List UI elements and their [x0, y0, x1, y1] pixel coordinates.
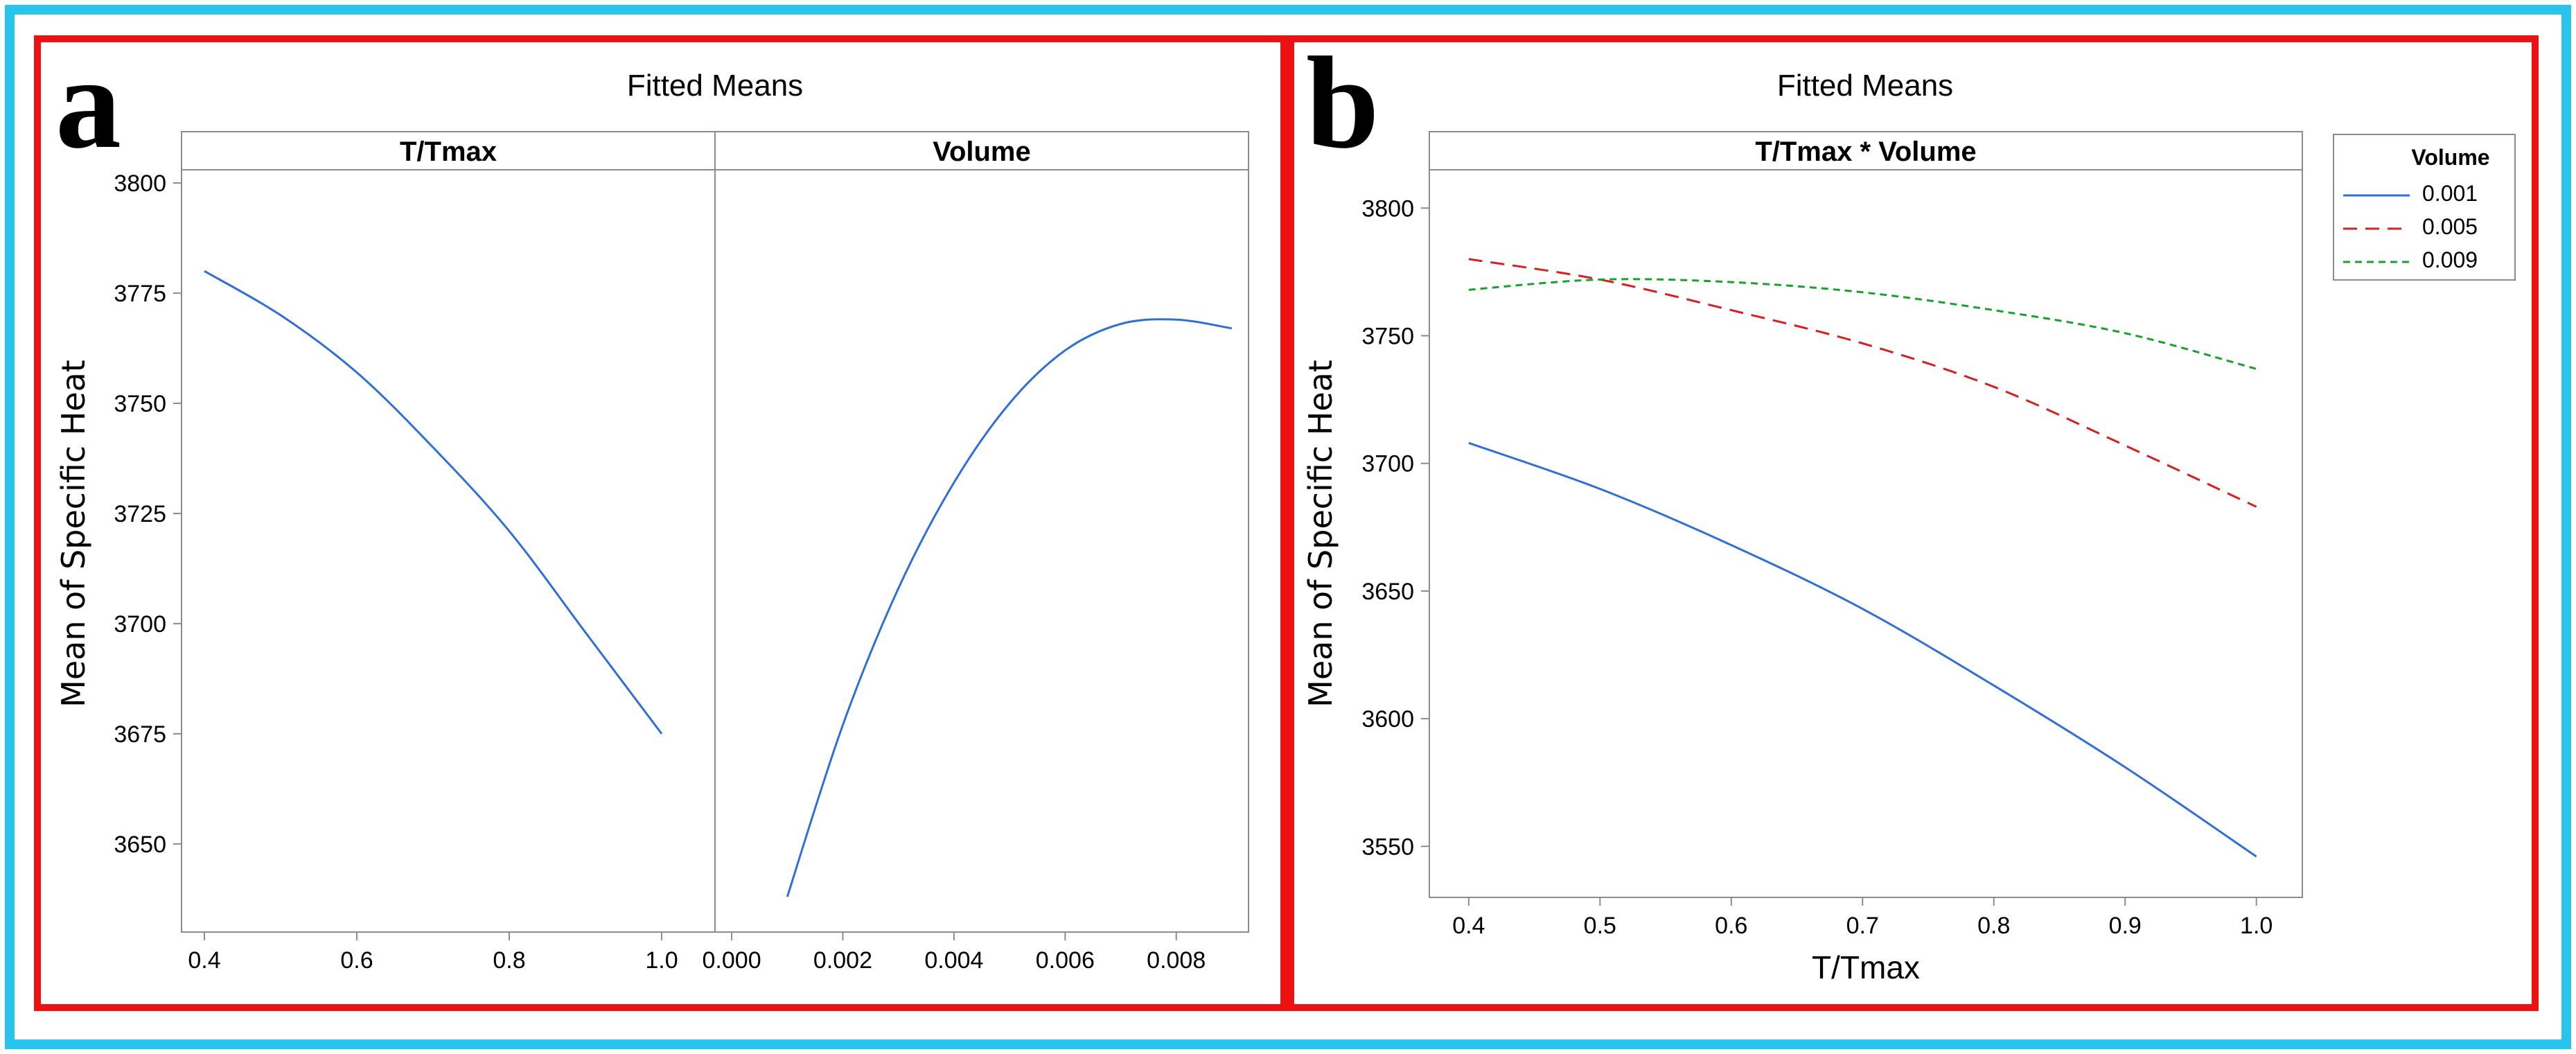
panel-a-ttmax-xtick-label-0.6: 0.6: [340, 947, 373, 974]
panel-b-xtick-label-1.0: 1.0: [2240, 913, 2273, 939]
legend: Volume 0.001 0.005 0.009: [2333, 134, 2516, 281]
panel-a-y-axis: 3650 3675 3700 3725 3750 3775 3800: [114, 170, 182, 858]
panel-a-ytick-label-3650: 3650: [114, 832, 166, 858]
panel-a-ytick-label-3725: 3725: [114, 501, 166, 527]
panel-b-border: [1287, 35, 2539, 1011]
panel-b-ytick-label-3750: 3750: [1361, 323, 1414, 349]
panel-a-ttmax-xtick-label-0.8: 0.8: [493, 947, 525, 974]
panel-a-volume-xtick-label-0.004: 0.004: [924, 947, 983, 974]
panel-a-lines: [204, 270, 1233, 897]
panel-a-ytick-label-3700: 3700: [114, 611, 166, 638]
panel-b-xtick-label-0.9: 0.9: [2109, 913, 2142, 939]
legend-title: Volume: [2411, 145, 2489, 170]
panel-b-xtick-label-0.4: 0.4: [1452, 913, 1485, 939]
panel-a-letter: a: [55, 30, 121, 176]
panel-a-y-axis-label: Mean of Specific Heat: [55, 360, 92, 708]
panel-a-line-volume: [786, 318, 1233, 897]
panel-b-ytick-label-3700: 3700: [1361, 451, 1414, 477]
panel-a-volume-xtick-label-0.002: 0.002: [813, 947, 872, 974]
panel-b-ytick-label-3550: 3550: [1361, 834, 1414, 860]
panel-a-volume-xtick-label-0.000: 0.000: [703, 947, 761, 974]
panel-b-line-volume-0.009: [1468, 278, 2257, 370]
panel-a-ytick-label-3675: 3675: [114, 721, 166, 748]
panel-b-x-axis: 0.4 0.5 0.6 0.7 0.8 0.9 1.0: [1452, 897, 2273, 939]
legend-label-0001: 0.001: [2422, 181, 2478, 206]
panel-b-ytick-label-3600: 3600: [1361, 706, 1414, 732]
panel-a-ytick-label-3750: 3750: [114, 391, 166, 417]
panel-b-line-volume-0.001: [1468, 441, 2257, 858]
panel-b-line-volume-0.005: [1468, 258, 2257, 508]
facet-strip-interaction: T/Tmax * Volume: [1755, 137, 1976, 167]
panel-a-x-axis-volume: 0.000 0.002 0.004 0.006 0.008: [703, 932, 1206, 974]
panel-a-title: Fitted Means: [627, 69, 803, 103]
panel-b-xtick-label-0.6: 0.6: [1715, 913, 1747, 939]
legend-label-0005: 0.005: [2422, 214, 2478, 239]
panel-a-volume-xtick-label-0.006: 0.006: [1036, 947, 1095, 974]
panel-a-line-ttmax: [204, 270, 663, 735]
panel-b-plot-frame: [1429, 131, 2303, 898]
panel-a-x-axis-ttmax: 0.4 0.6 0.8 1.0: [188, 932, 678, 974]
panel-a-ytick-label-3800: 3800: [114, 170, 166, 197]
panel-b-ytick-label-3800: 3800: [1361, 195, 1414, 222]
facet-strip-volume: Volume: [933, 137, 1031, 167]
panel-b-y-axis-label: Mean of Specific Heat: [1302, 360, 1339, 708]
panel-b-title: Fitted Means: [1777, 69, 1953, 103]
outer-border: [5, 5, 2571, 1049]
panel-b-xtick-label-0.8: 0.8: [1977, 913, 2010, 939]
panel-a-volume-xtick-label-0.008: 0.008: [1147, 947, 1206, 974]
panel-b-x-axis-label: T/Tmax: [1812, 949, 1920, 985]
legend-label-0009: 0.009: [2422, 247, 2478, 272]
panel-b-ytick-label-3650: 3650: [1361, 579, 1414, 605]
panel-b-xtick-label-0.7: 0.7: [1846, 913, 1879, 939]
panel-a-ytick-label-3775: 3775: [114, 281, 166, 307]
panel-b-lines: [1468, 258, 2257, 858]
panel-a-ttmax-xtick-label-0.4: 0.4: [188, 947, 220, 974]
panel-b-xtick-label-0.5: 0.5: [1584, 913, 1616, 939]
panel-b-y-axis: 3550 3600 3650 3700 3750 3800: [1361, 195, 1429, 860]
panel-a-ttmax-xtick-label-1.0: 1.0: [645, 947, 678, 974]
panel-b-letter: b: [1306, 30, 1379, 176]
panel-a-border: [34, 35, 1287, 1011]
facet-strip-ttmax: T/Tmax: [400, 137, 497, 167]
legend-box: [2333, 134, 2516, 281]
